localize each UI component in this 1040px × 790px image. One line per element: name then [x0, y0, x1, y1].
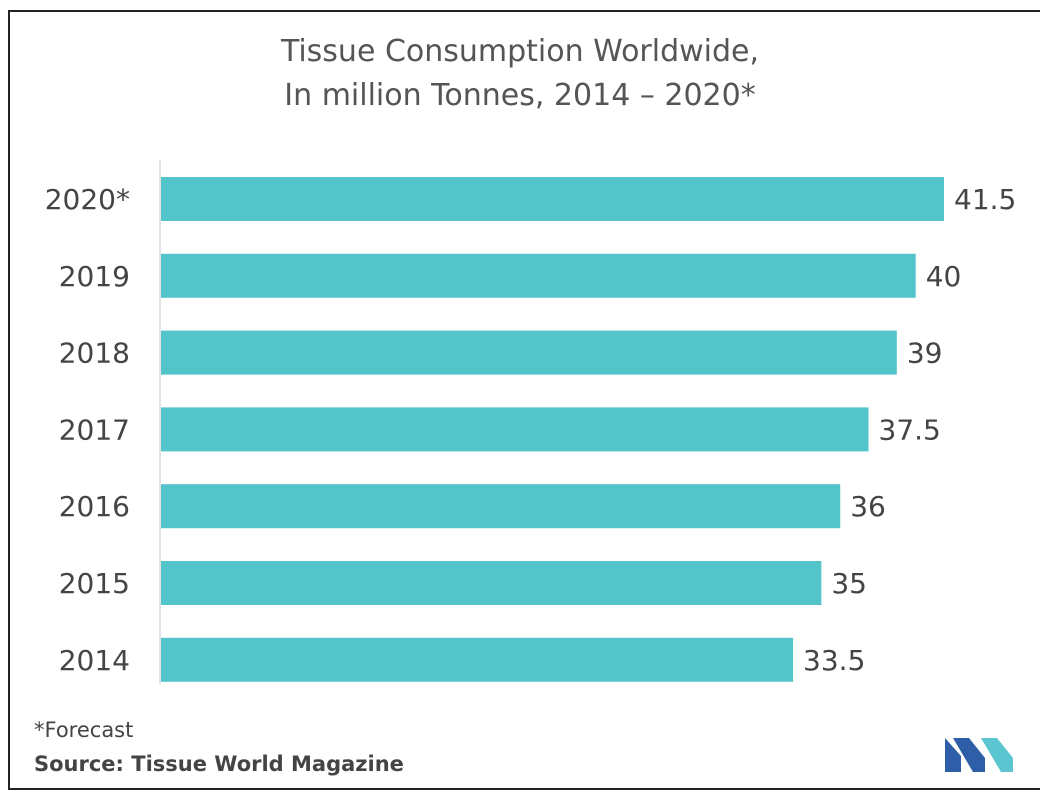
- value-label: 40: [926, 260, 962, 293]
- bar-2018: [161, 330, 897, 375]
- bar-2014: [161, 637, 794, 682]
- category-label: 2018: [59, 337, 130, 370]
- bar-2017: [161, 407, 869, 452]
- bar-2016: [161, 484, 841, 529]
- category-label: 2016: [59, 490, 130, 523]
- value-label: 36: [850, 490, 886, 523]
- value-label: 33.5: [803, 644, 865, 677]
- chart-title: Tissue Consumption Worldwide, In million…: [0, 30, 1040, 118]
- category-label: 2017: [59, 413, 130, 446]
- category-label: 2015: [59, 567, 130, 600]
- source-note: Source: Tissue World Magazine: [34, 752, 404, 776]
- value-label: 41.5: [954, 183, 1016, 216]
- bar-2019: [161, 253, 916, 298]
- bar-2015: [161, 561, 822, 605]
- mordor-intelligence-logo-icon: [945, 738, 1013, 772]
- footnote: *Forecast: [34, 718, 134, 742]
- bar-chart: 2020* 41.5 2019 40 2018 39 2017 37.5 2016 36 2015 3…: [45, 160, 1016, 684]
- value-label: 35: [831, 567, 867, 600]
- chart-title-line-2: In million Tonnes, 2014 – 2020*: [284, 78, 756, 113]
- bar-2020: [161, 177, 944, 221]
- category-label: 2019: [59, 260, 130, 293]
- category-label: 2020*: [45, 183, 130, 216]
- value-label: 39: [907, 337, 943, 370]
- category-label: 2014: [59, 644, 130, 677]
- chart-title-line-1: Tissue Consumption Worldwide,: [280, 34, 760, 69]
- value-label: 37.5: [879, 413, 941, 446]
